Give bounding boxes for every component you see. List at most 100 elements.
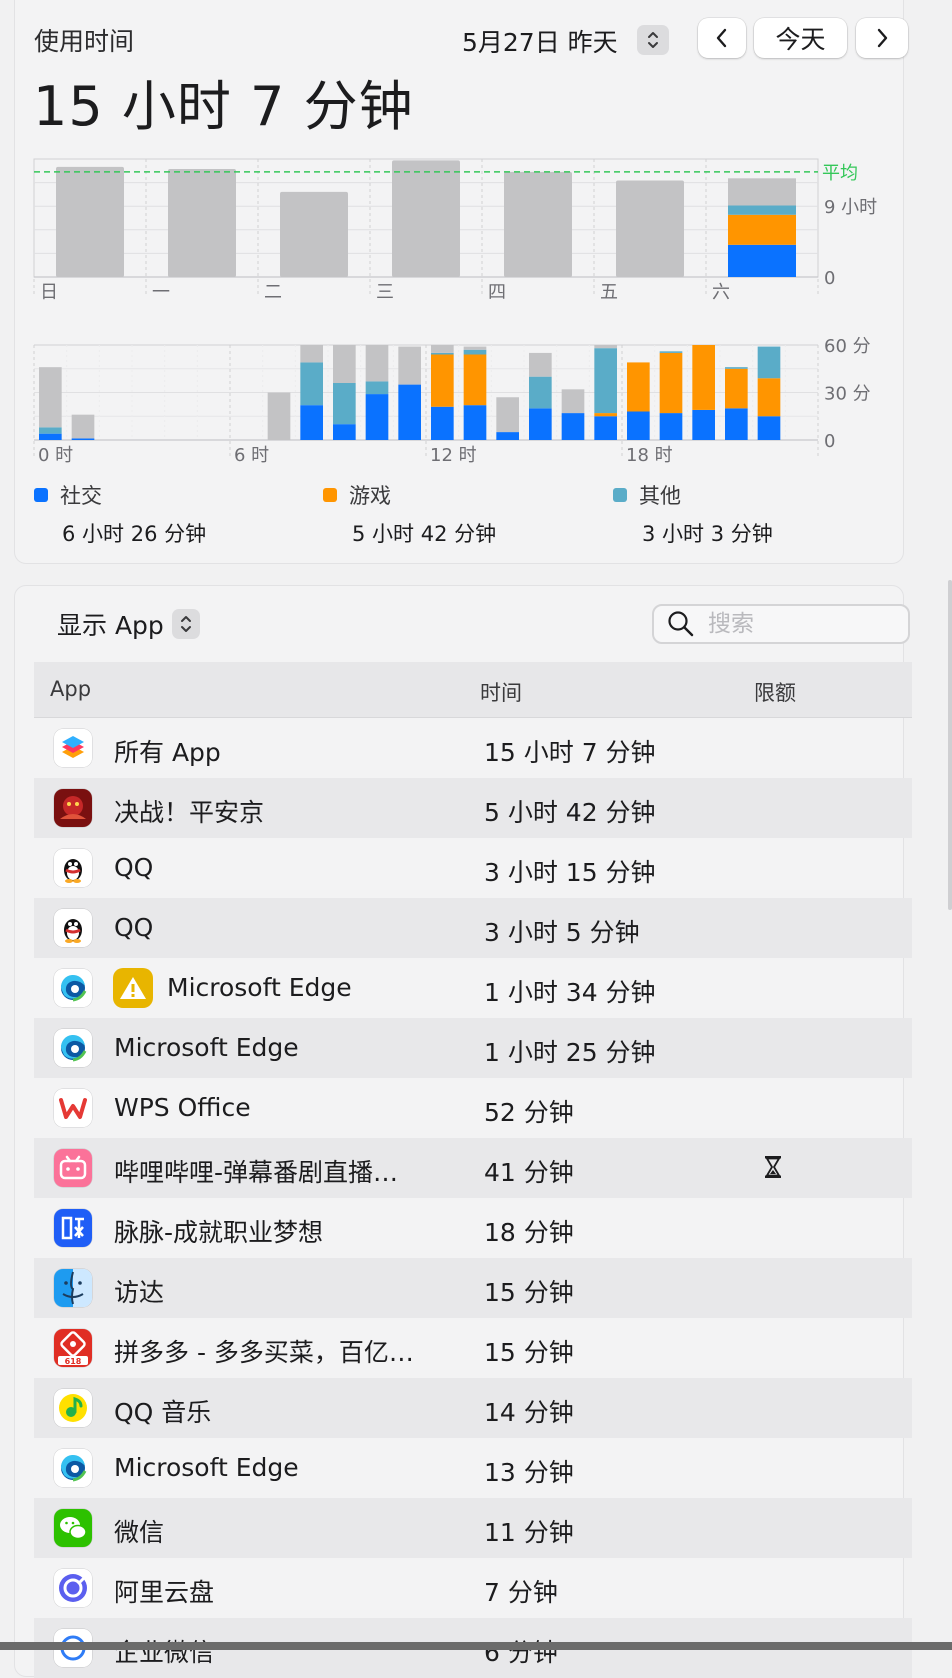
- app-name: 阿里云盘: [114, 1578, 215, 1607]
- app-name: 拼多多 - 多多买菜，百亿…: [114, 1338, 414, 1367]
- hourly-bar-segment-games: [757, 378, 781, 417]
- app-name: QQ: [114, 853, 154, 882]
- hourly-bar-segment-other: [365, 381, 389, 395]
- previous-day-button[interactable]: [698, 18, 746, 58]
- column-time[interactable]: 时间: [480, 681, 522, 705]
- column-app[interactable]: App: [50, 677, 92, 701]
- app-time: 18 分钟: [484, 1218, 574, 1247]
- search-field[interactable]: [652, 604, 910, 644]
- table-row[interactable]: 脉脉-成就职业梦想 18 分钟: [34, 1198, 912, 1258]
- hourly-bar-segment-other: [659, 351, 683, 353]
- hourly-xtick: 18 时: [626, 445, 673, 466]
- hourly-bar-segment-social: [725, 408, 748, 440]
- app-name: WPS Office: [114, 1093, 251, 1122]
- table-row[interactable]: Microsoft Edge 1 小时 34 分钟: [34, 958, 912, 1018]
- hourly-bar-segment-uncategorized: [39, 367, 62, 428]
- app-time: 15 分钟: [484, 1278, 574, 1307]
- app-time: 7 分钟: [484, 1578, 558, 1607]
- next-day-button[interactable]: [856, 18, 908, 58]
- table-row[interactable]: 决战！平安京 5 小时 42 分钟: [34, 778, 912, 838]
- hourly-bar-segment-social: [300, 405, 323, 440]
- weekly-bar-segment-other: [728, 205, 796, 215]
- table-row[interactable]: QQ 3 小时 15 分钟: [34, 838, 912, 898]
- hourly-bar-segment-uncategorized: [463, 346, 487, 350]
- hourly-bar-segment-other: [529, 376, 552, 409]
- app-time: 3 小时 15 分钟: [484, 858, 656, 887]
- legend-games-value: 5 小时 42 分钟: [352, 522, 497, 546]
- search-input[interactable]: [706, 610, 900, 638]
- hourly-bar-segment-games: [725, 368, 748, 409]
- maimai-icon: [54, 1209, 92, 1247]
- games-color-swatch: [323, 488, 337, 502]
- app-name: 决战！平安京: [114, 798, 265, 827]
- hourly-bar-segment-uncategorized: [267, 392, 291, 440]
- date-stepper[interactable]: [637, 25, 669, 55]
- app-time: 1 小时 34 分钟: [484, 978, 656, 1007]
- show-app-selector[interactable]: 显示 App: [57, 606, 200, 642]
- show-app-stepper[interactable]: [171, 609, 200, 639]
- hourly-bar-segment-games: [463, 354, 487, 406]
- scrollbar[interactable]: [948, 580, 952, 910]
- qq-music-icon: [54, 1389, 92, 1427]
- hourly-bar-segment-other: [431, 352, 454, 355]
- table-row[interactable]: QQ 3 小时 5 分钟: [34, 898, 912, 958]
- app-name: 微信: [114, 1518, 165, 1547]
- app-name: 企业微信: [114, 1638, 215, 1667]
- table-row[interactable]: 阿里云盘 7 分钟: [34, 1558, 912, 1618]
- table-row[interactable]: 618 拼多多 - 多多买菜，百亿… 15 分钟: [34, 1318, 912, 1378]
- chevron-up-down-icon: [180, 616, 191, 632]
- weekly-bar-segment-social: [728, 244, 796, 277]
- hourly-bar-segment-games: [659, 352, 683, 414]
- hourly-ytick: 0: [824, 431, 835, 452]
- weekly-bar: [56, 166, 124, 277]
- social-color-swatch: [34, 488, 48, 502]
- app-time: 5 小时 42 分钟: [484, 798, 656, 827]
- chevron-right-icon: [877, 28, 888, 48]
- hourly-bar-segment-other: [594, 348, 617, 414]
- table-row[interactable]: 所有 App 15 小时 7 分钟: [34, 718, 912, 778]
- edge-icon: [54, 1029, 92, 1067]
- today-button[interactable]: 今天: [754, 18, 847, 58]
- table-row[interactable]: 微信 11 分钟: [34, 1498, 912, 1558]
- table-row[interactable]: QQ 音乐 14 分钟: [34, 1378, 912, 1438]
- hourly-ytick: 60 分: [824, 336, 871, 357]
- hourly-bar-segment-uncategorized: [333, 345, 356, 383]
- hourly-bar-segment-social: [398, 384, 421, 440]
- table-row[interactable]: 哔哩哔哩-弹幕番剧直播… 41 分钟: [34, 1138, 912, 1198]
- hourly-bar-segment-social: [71, 438, 95, 440]
- hourly-bar-segment-uncategorized: [529, 352, 552, 377]
- hourglass-icon: [764, 1155, 782, 1183]
- hourly-bar-segment-uncategorized: [561, 389, 585, 414]
- weekly-day-label: 三: [376, 282, 394, 303]
- icon-badge-text: 618: [65, 1357, 82, 1366]
- app-time: 15 分钟: [484, 1338, 574, 1367]
- hourly-bar-segment-other: [463, 349, 487, 355]
- show-app-label: 显示 App: [57, 611, 164, 640]
- hourly-bar-segment-games: [692, 345, 715, 410]
- table-row[interactable]: Microsoft Edge 13 分钟: [34, 1438, 912, 1498]
- qq-penguin-icon: [54, 849, 92, 887]
- window-bottom-edge: [0, 1642, 952, 1650]
- finder-icon: [54, 1269, 92, 1307]
- hourly-bar-segment-social: [39, 433, 62, 440]
- column-limit[interactable]: 限额: [754, 681, 796, 705]
- hourly-bar-segment-social: [333, 424, 356, 440]
- hourly-bar-segment-games: [627, 362, 650, 412]
- weekly-ytick: 0: [824, 268, 835, 289]
- weekly-bar-segment-games: [728, 214, 796, 245]
- warning-icon: [113, 968, 153, 1008]
- weekly-bar: [392, 160, 460, 277]
- table-row[interactable]: WPS Office 52 分钟: [34, 1078, 912, 1138]
- legend-games: 游戏: [323, 480, 391, 510]
- table-row[interactable]: 访达 15 分钟: [34, 1258, 912, 1318]
- hourly-bar-segment-other: [725, 367, 748, 369]
- hourly-bar-segment-other: [333, 383, 356, 425]
- edge-icon: [54, 1449, 92, 1487]
- hourly-bar-segment-social: [659, 413, 683, 440]
- table-row[interactable]: Microsoft Edge 1 小时 25 分钟: [34, 1018, 912, 1078]
- hourly-bar-segment-other: [300, 362, 323, 406]
- weekly-day-label: 四: [488, 282, 506, 303]
- hourly-xtick: 6 时: [234, 445, 269, 466]
- app-time: 52 分钟: [484, 1098, 574, 1127]
- hourly-bar-segment-uncategorized: [300, 345, 323, 363]
